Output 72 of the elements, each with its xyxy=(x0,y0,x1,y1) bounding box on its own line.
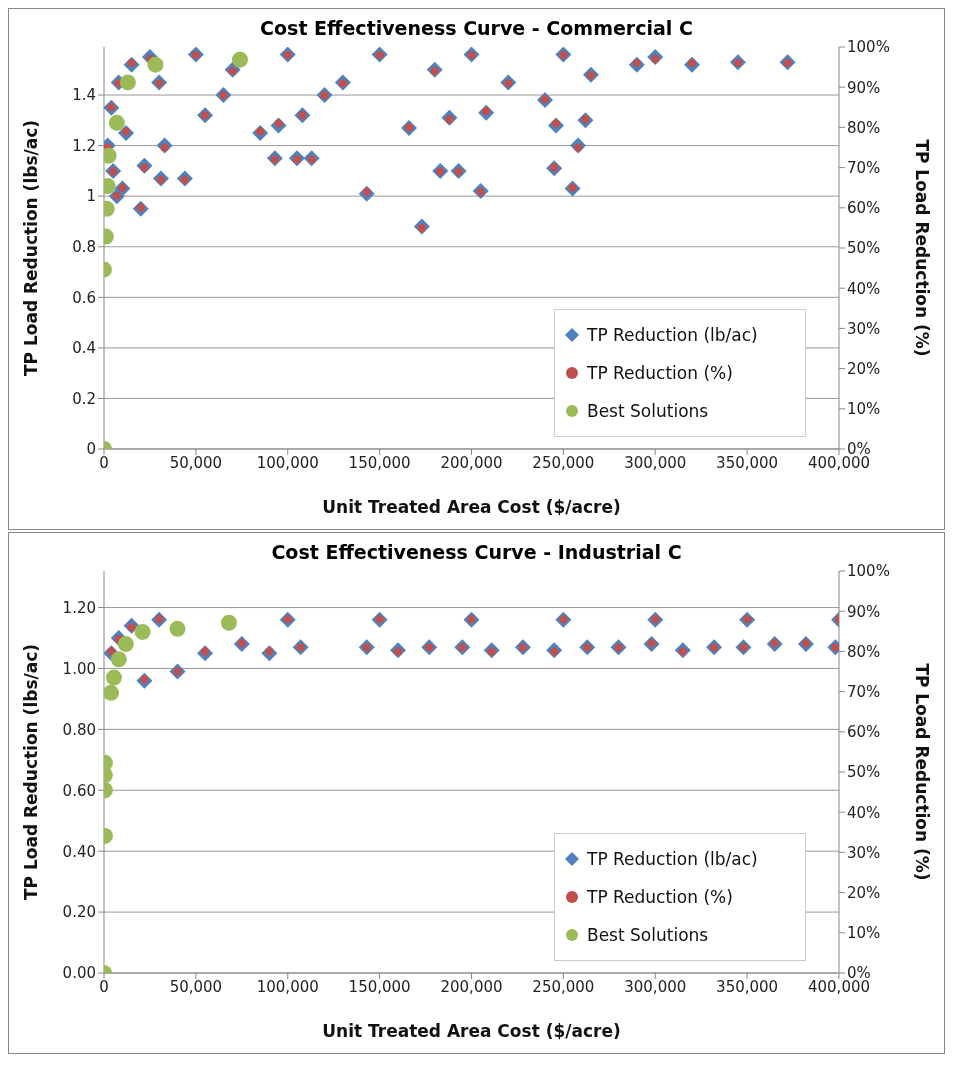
legend-label: TP Reduction (%) xyxy=(587,363,733,383)
y2-tick-label: 90% xyxy=(847,602,881,621)
x-tick-label: 200,000 xyxy=(440,453,503,472)
x-tick-label: 0 xyxy=(99,453,109,472)
x-tick-label: 350,000 xyxy=(716,977,779,996)
point xyxy=(169,620,186,637)
x-tick-label: 100,000 xyxy=(256,977,319,996)
y-tick-label: 0.60 xyxy=(62,781,96,800)
y2-tick-label: 60% xyxy=(847,199,881,218)
y2-tick-label: 20% xyxy=(847,883,881,902)
y-tick-label: 0.80 xyxy=(62,720,96,739)
y2-tick-label: 20% xyxy=(847,359,881,378)
y2-tick-label: 100% xyxy=(847,38,890,57)
x-tick-label: 100,000 xyxy=(256,453,319,472)
point xyxy=(104,684,119,701)
y2-tick-label: 80% xyxy=(847,642,881,661)
legend-label: TP Reduction (lb/ac) xyxy=(587,849,758,869)
legend-label: TP Reduction (%) xyxy=(587,887,733,907)
y-tick-label: 1.4 xyxy=(72,86,96,105)
legend-label: Best Solutions xyxy=(587,925,709,945)
y2-tick-label: 50% xyxy=(847,763,881,782)
y-tick-label: 0.8 xyxy=(72,238,96,257)
x-tick-label: 50,000 xyxy=(169,453,223,472)
y2-axis-title: TP Load Reduction (%) xyxy=(911,139,932,357)
y-tick-label: 1.2 xyxy=(72,136,96,155)
x-tick-label: 150,000 xyxy=(348,453,411,472)
y-tick-label: 0.4 xyxy=(72,339,96,358)
x-tick-label: 50,000 xyxy=(169,977,223,996)
x-tick-label: 300,000 xyxy=(624,977,687,996)
legend-label: Best Solutions xyxy=(587,401,709,421)
point xyxy=(110,651,127,668)
x-axis-title: Unit Treated Area Cost ($/acre) xyxy=(322,1021,621,1042)
y-tick-label: 0.40 xyxy=(62,842,96,861)
y2-tick-label: 50% xyxy=(847,239,881,258)
y2-tick-label: 40% xyxy=(847,803,881,822)
y-tick-label: 1.20 xyxy=(62,598,96,617)
y-tick-label: 1.00 xyxy=(62,659,96,678)
y-tick-label: 0.00 xyxy=(62,964,96,983)
chart-title: Cost Effectiveness Curve - Commercial C xyxy=(259,16,694,39)
x-tick-label: 0 xyxy=(99,977,109,996)
x-tick-label: 200,000 xyxy=(440,977,503,996)
y2-tick-label: 60% xyxy=(847,723,881,742)
y2-tick-label: 30% xyxy=(847,319,881,338)
x-tick-label: 300,000 xyxy=(624,453,687,472)
y-tick-label: 0.2 xyxy=(72,389,96,408)
x-axis-title: Unit Treated Area Cost ($/acre) xyxy=(322,497,621,518)
y-tick-label: 0 xyxy=(86,440,96,459)
y-tick-label: 0.6 xyxy=(72,288,96,307)
y2-tick-label: 70% xyxy=(847,158,881,177)
point xyxy=(220,614,237,631)
y2-tick-label: 10% xyxy=(847,400,881,419)
y2-tick-label: 70% xyxy=(847,682,881,701)
y2-axis-title: TP Load Reduction (%) xyxy=(911,663,932,881)
y-axis-title: TP Load Reduction (lbs/ac) xyxy=(21,119,42,377)
point xyxy=(117,636,134,653)
y-tick-label: 0.20 xyxy=(62,903,96,922)
x-tick-label: 150,000 xyxy=(348,977,411,996)
x-tick-label: 250,000 xyxy=(532,453,595,472)
y2-tick-label: 100% xyxy=(847,562,890,581)
y2-tick-label: 40% xyxy=(847,279,881,298)
y2-tick-label: 10% xyxy=(847,924,881,943)
x-tick-label: 250,000 xyxy=(532,977,595,996)
y2-tick-label: 30% xyxy=(847,843,881,862)
y-axis-title: TP Load Reduction (lbs/ac) xyxy=(21,643,42,901)
point xyxy=(134,623,151,640)
point xyxy=(105,669,122,686)
y2-tick-label: 90% xyxy=(847,78,881,97)
chart-title: Cost Effectiveness Curve - Industrial C xyxy=(270,540,683,563)
x-tick-label: 350,000 xyxy=(716,453,779,472)
y2-tick-label: 80% xyxy=(847,118,881,137)
y-tick-label: 1 xyxy=(86,187,96,206)
legend-label: TP Reduction (lb/ac) xyxy=(587,325,758,345)
